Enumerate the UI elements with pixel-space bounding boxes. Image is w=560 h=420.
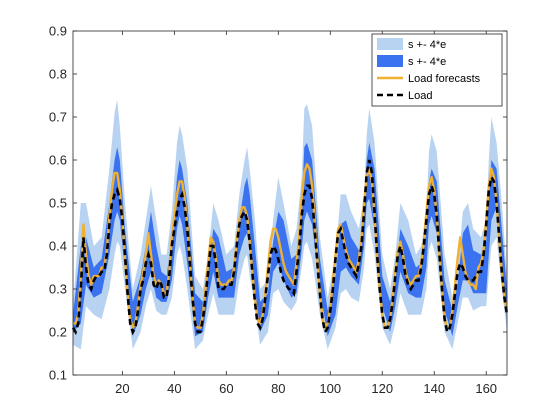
y-tick-label: 0.4 <box>49 239 67 254</box>
y-tick-label: 0.8 <box>49 67 67 82</box>
y-tick-label: 0.1 <box>49 368 67 383</box>
x-tick-label: 120 <box>371 381 393 396</box>
y-tick-label: 0.9 <box>49 24 67 39</box>
legend-label: s +- 4*e <box>408 39 446 51</box>
x-tick-label: 140 <box>423 381 445 396</box>
y-tick-label: 0.2 <box>49 325 67 340</box>
x-tick-label: 80 <box>271 381 285 396</box>
legend-swatch <box>377 38 403 50</box>
x-tick-label: 100 <box>319 381 341 396</box>
series-load-forecasts <box>73 163 509 329</box>
series-load <box>71 159 509 336</box>
legend-label: s +- 4*e <box>408 56 446 68</box>
lines-layer <box>71 159 509 336</box>
x-tick-label: 20 <box>115 381 129 396</box>
band-outer <box>73 99 507 350</box>
legend-label: Load <box>408 90 432 102</box>
x-tick-label: 60 <box>219 381 233 396</box>
y-tick-label: 0.5 <box>49 196 67 211</box>
y-tick-label: 0.3 <box>49 282 67 297</box>
x-tick-label: 160 <box>475 381 497 396</box>
x-tick-label: 40 <box>167 381 181 396</box>
y-tick-label: 0.7 <box>49 110 67 125</box>
band-inner <box>73 142 507 337</box>
bands-layer <box>73 99 507 350</box>
legend-label: Load forecasts <box>408 73 481 85</box>
legend-swatch <box>377 55 403 67</box>
y-tick-label: 0.6 <box>49 153 67 168</box>
y-axis: 0.1 0.2 0.3 0.4 0.5 0.6 0.7 0.8 0.9 <box>49 24 507 383</box>
legend: s +- 4*e s +- 4*e Load forecasts Load <box>371 33 503 107</box>
x-axis: 20 40 60 80 100 120 140 160 <box>115 31 497 396</box>
